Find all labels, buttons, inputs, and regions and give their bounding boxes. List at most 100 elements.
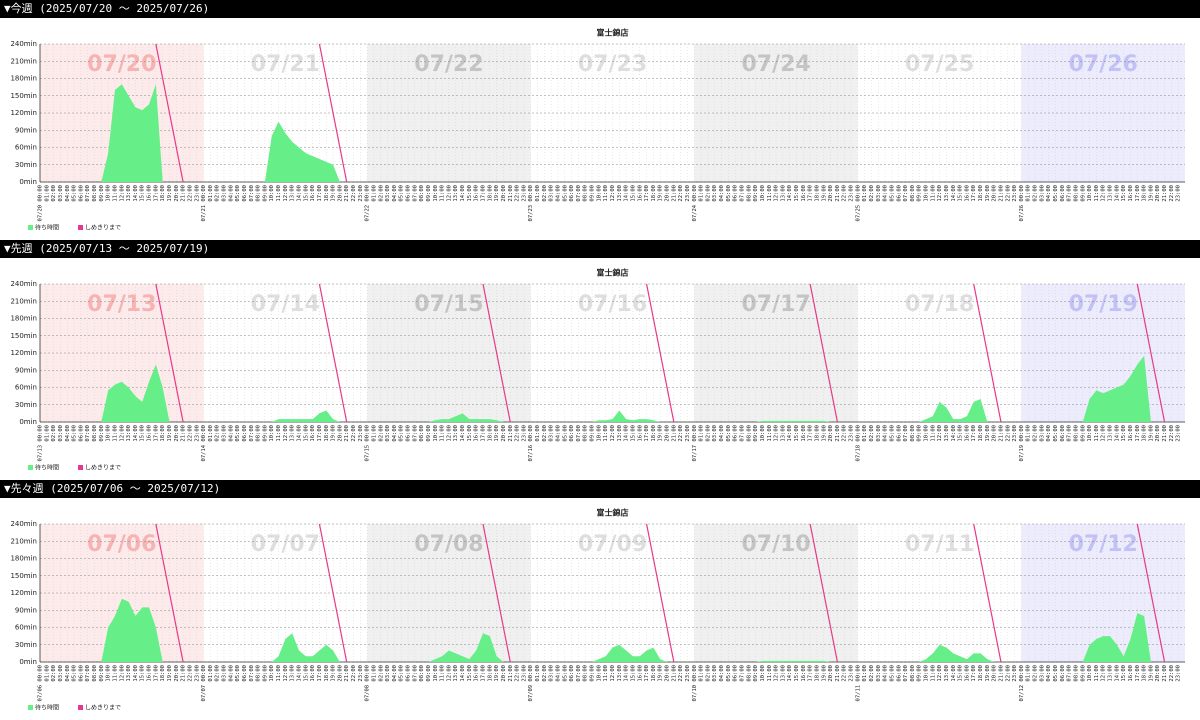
x-tick-label: 19:00 [167, 425, 173, 442]
x-tick-label: 11:00 [767, 185, 773, 202]
x-tick-label: 23:00 [194, 665, 200, 682]
x-tick-label: 13:00 [453, 665, 459, 682]
x-tick-label: 14:00 [296, 425, 302, 442]
x-tick-label: 15:00 [958, 425, 964, 442]
x-tick-label: 01:00 [44, 425, 50, 442]
week-section: ▼先々週 (2025/07/06 ～ 2025/07/12) 07/06 07/0… [0, 480, 1200, 720]
x-tick-label: 06:00 [242, 425, 248, 442]
x-tick-label: 16:00 [1128, 425, 1134, 442]
x-tick-label: 06:00 [733, 665, 739, 682]
x-tick-label: 19:00 [658, 185, 664, 202]
x-tick-label: 03:00 [549, 425, 555, 442]
x-tick-label: 01:00 [1026, 425, 1032, 442]
x-tick-label: 13:00 [453, 185, 459, 202]
x-tick-label: 04:00 [392, 425, 398, 442]
x-tick-label: 11:00 [440, 665, 446, 682]
x-tick-label: 17:00 [644, 425, 650, 442]
x-tick-label: 12:00 [1101, 185, 1107, 202]
x-tick-label: 23:00 [1012, 665, 1018, 682]
x-tick-label: 23:00 [521, 665, 527, 682]
x-tick-label: 23:00 [194, 425, 200, 442]
x-tick-label: 17:00 [481, 185, 487, 202]
x-tick-label: 20:00 [337, 185, 343, 202]
x-tick-label: 19:00 [985, 665, 991, 682]
line [809, 523, 838, 663]
x-tick-label: 02:00 [215, 425, 221, 442]
y-tick-label: 0min [19, 658, 37, 666]
day-label: 07/24 [741, 52, 810, 77]
x-tick-label: 06:00 [1060, 425, 1066, 442]
x-tick-label: 22:00 [351, 185, 357, 202]
x-tick-label: 16:00 [964, 425, 970, 442]
x-tick-label: 10:00 [433, 665, 439, 682]
x-tick-label: 01:00 [862, 425, 868, 442]
line [809, 283, 838, 423]
x-tick-label: 14:00 [951, 425, 957, 442]
x-tick-label: 13:00 [780, 665, 786, 682]
y-tick-label: 90min [15, 606, 37, 614]
x-tick-label: 06:00 [242, 185, 248, 202]
x-tick-label: 07/14 00:00 [201, 425, 207, 461]
x-tick-label: 21:00 [181, 425, 187, 442]
day-label: 07/13 [87, 292, 156, 317]
x-tick-label: 17:00 [971, 665, 977, 682]
x-tick-label: 21:00 [998, 425, 1004, 442]
x-tick-label: 11:00 [603, 185, 609, 202]
day-label: 07/09 [578, 532, 647, 557]
x-tick-label: 11:00 [276, 665, 282, 682]
x-tick-label: 10:00 [106, 665, 112, 682]
x-tick-label: 22:00 [515, 425, 521, 442]
y-tick-label: 60min [15, 624, 37, 632]
week-section: ▼今週 (2025/07/20 ～ 2025/07/26) 07/20 07/21… [0, 0, 1200, 240]
x-tick-label: 09:00 [99, 185, 105, 202]
y-tick-label: 30min [15, 401, 37, 409]
x-tick-label: 07:00 [249, 185, 255, 202]
x-tick-label: 18:00 [487, 665, 493, 682]
x-tick-label: 09:00 [753, 185, 759, 202]
legend-label: 待ち時間 [35, 464, 59, 472]
x-tick-label: 02:00 [542, 425, 548, 442]
x-tick-label: 04:00 [1046, 185, 1052, 202]
x-tick-label: 21:00 [1162, 665, 1168, 682]
y-tick-label: 210min [10, 537, 37, 545]
x-tick-label: 17:00 [1135, 185, 1141, 202]
x-tick-label: 23:00 [849, 665, 855, 682]
x-tick-label: 17:00 [808, 185, 814, 202]
x-tick-label: 11:00 [1094, 425, 1100, 442]
x-tick-label: 13:00 [944, 185, 950, 202]
x-tick-label: 22:00 [1005, 425, 1011, 442]
x-tick-label: 07:00 [1067, 425, 1073, 442]
x-tick-label: 01:00 [1026, 665, 1032, 682]
x-tick-label: 05:00 [235, 665, 241, 682]
section-heading: ▼今週 (2025/07/20 ～ 2025/07/26) [0, 0, 1200, 18]
chart-title: 富士錦店 [597, 508, 629, 518]
x-tick-label: 21:00 [181, 665, 187, 682]
x-tick-label: 10:00 [433, 425, 439, 442]
line [318, 43, 348, 183]
x-tick-label: 20:00 [828, 185, 834, 202]
x-tick-label: 23:00 [685, 425, 691, 442]
x-tick-label: 16:00 [147, 665, 153, 682]
x-tick-label: 18:00 [324, 425, 330, 442]
x-tick-label: 04:00 [228, 665, 234, 682]
x-tick-label: 19:00 [658, 425, 664, 442]
day-label: 07/08 [414, 532, 483, 557]
x-tick-label: 23:00 [194, 185, 200, 202]
x-tick-label: 14:00 [787, 185, 793, 202]
x-tick-label: 07:00 [739, 425, 745, 442]
x-tick-label: 18:00 [978, 665, 984, 682]
x-tick-label: 13:00 [453, 425, 459, 442]
x-tick-label: 03:00 [222, 185, 228, 202]
day-label: 07/07 [251, 532, 320, 557]
area [40, 355, 1179, 422]
line [645, 283, 675, 423]
x-tick-label: 02:00 [869, 665, 875, 682]
legend-swatch [28, 225, 33, 230]
line [973, 283, 1002, 423]
x-tick-label: 18:00 [651, 185, 657, 202]
x-tick-label: 18:00 [814, 425, 820, 442]
x-tick-label: 07:00 [903, 665, 909, 682]
x-tick-label: 07/10 00:00 [692, 665, 698, 701]
x-tick-label: 02:00 [1033, 185, 1039, 202]
x-tick-label: 02:00 [869, 185, 875, 202]
